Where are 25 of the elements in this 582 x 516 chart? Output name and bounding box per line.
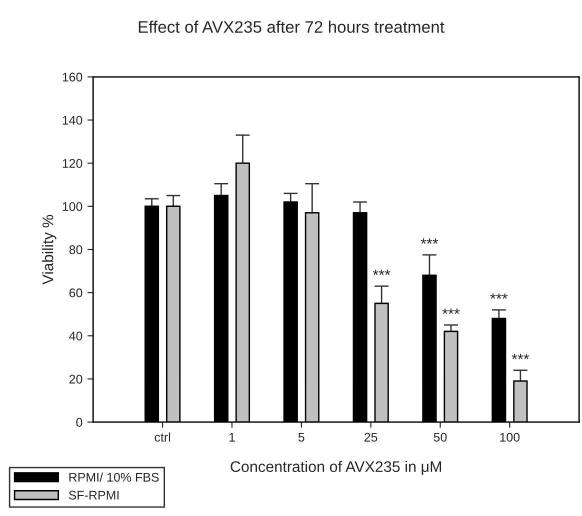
y-tick-label: 120 <box>62 158 82 168</box>
legend-label: SF-RPMI <box>68 490 119 500</box>
x-tick-label: 50 <box>434 432 447 442</box>
y-tick-label: 40 <box>69 332 82 340</box>
x-tick-label: ctrl <box>154 432 170 442</box>
annotation: *** <box>372 270 390 276</box>
y-axis-title: Viability % <box>42 214 56 285</box>
y-tick-label: 100 <box>62 202 82 211</box>
x-tick-label: 1 <box>229 432 235 442</box>
legend-label: RPMI/ 10% FBS <box>69 472 159 482</box>
x-tick-label: 5 <box>298 432 304 442</box>
annotation: *** <box>512 354 530 360</box>
x-tick-label: 100 <box>500 432 520 442</box>
chart-title: Effect of AVX235 after 72 hours treatment <box>138 20 444 33</box>
y-tick-label: 20 <box>69 374 82 384</box>
y-tick-label: 160 <box>62 72 82 82</box>
x-axis-title: Concentration of AVX235 in μM <box>230 460 442 475</box>
annotation: *** <box>490 293 508 299</box>
annotation: *** <box>442 308 460 314</box>
y-tick-label: 60 <box>69 288 82 298</box>
x-tick-label: 25 <box>364 432 378 442</box>
y-tick-label: 140 <box>62 116 82 125</box>
y-tick-label: 0 <box>76 418 82 427</box>
y-tick-label: 80 <box>69 245 82 254</box>
annotation: *** <box>420 238 438 244</box>
